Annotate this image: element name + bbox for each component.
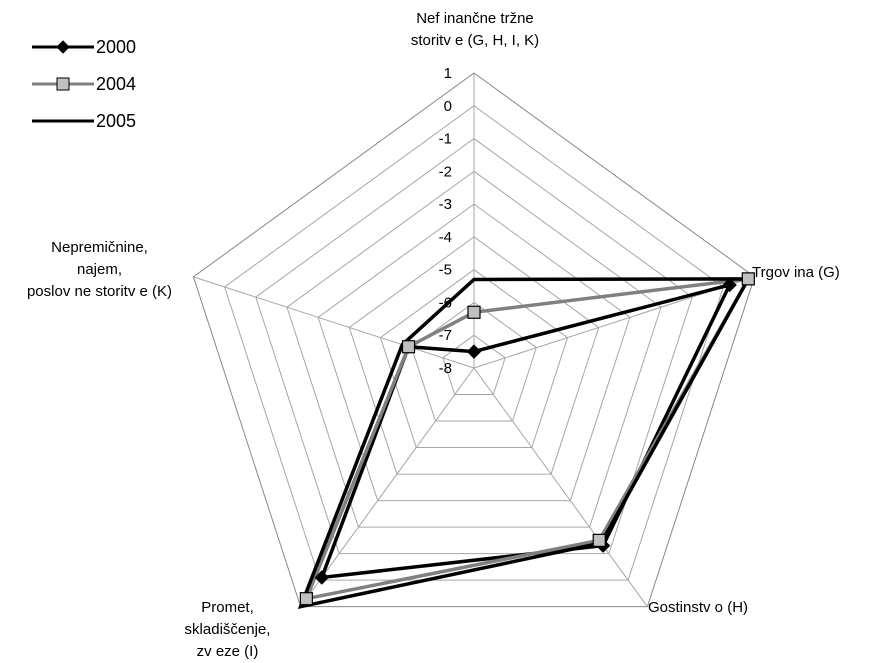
data-point-2000	[466, 344, 482, 359]
legend-item-2004: 2004	[30, 71, 170, 108]
data-point-2004	[592, 533, 606, 547]
legend-item-2000: 2000	[30, 34, 170, 71]
chart-legend: 2000 2004 2005	[30, 34, 170, 145]
category-label-hospitality: Gostinstv o (H)	[648, 599, 749, 616]
grid-ring	[224, 105, 724, 581]
grid-spoke	[473, 367, 648, 607]
grid-ring	[192, 72, 756, 608]
legend-label-2005: 2005	[96, 111, 137, 131]
legend-item-2005: 2005	[30, 108, 170, 145]
category-label-trade: Trgov ina (G)	[752, 264, 840, 281]
axis-tick-label: -3	[439, 196, 452, 213]
radar-chart: 1 0 -1 -2 -3 -4 -5 -6 -7 -8 Nef inančne tržne sto…	[26, 10, 840, 660]
data-point-2004	[741, 272, 755, 286]
axis-tick-label: 1	[444, 65, 452, 82]
legend-label-2000: 2000	[96, 37, 137, 57]
legend-swatch-2004	[32, 77, 94, 91]
axis-tick-label: -5	[439, 262, 452, 279]
series-line-2005	[297, 277, 752, 610]
grid-ring	[442, 334, 506, 396]
grid-ring	[286, 170, 662, 528]
grid-ring	[348, 236, 600, 475]
legend-swatch-2005	[32, 119, 94, 123]
legend-swatch-2000	[32, 40, 94, 54]
data-point-2004	[401, 340, 416, 354]
category-label-real-estate: Nepremičnine, najem, poslov ne storitv e…	[26, 239, 173, 300]
grid-ring	[317, 203, 631, 502]
category-label-transport: Promet, skladiščenje, zv eze (I)	[184, 599, 271, 660]
data-point-2000	[314, 570, 330, 585]
axis-tick-label: 0	[444, 98, 452, 115]
series-line-2004	[303, 276, 752, 602]
axis-tick-label: -4	[439, 229, 452, 246]
category-label-nonfinancial-services: Nef inančne tržne storitv e (G, H, I, K)	[410, 10, 540, 49]
legend-label-2004: 2004	[96, 74, 137, 94]
data-point-2000	[722, 277, 737, 293]
data-point-2004	[299, 592, 313, 606]
axis-tick-label: -1	[439, 131, 452, 148]
grid-ring	[255, 137, 693, 555]
grid-spoke	[300, 367, 475, 607]
data-point-2004	[467, 305, 481, 319]
grid-ring	[379, 269, 569, 449]
axis-tick-label: -8	[439, 360, 452, 377]
axis-tick-label: -2	[439, 163, 452, 180]
axis-tick-label: -7	[439, 327, 452, 344]
radar-plot-area: 10-1-2-3-4-5-6-7-8	[192, 65, 756, 610]
grid-spoke	[193, 276, 475, 369]
series-line-2000	[319, 282, 733, 580]
